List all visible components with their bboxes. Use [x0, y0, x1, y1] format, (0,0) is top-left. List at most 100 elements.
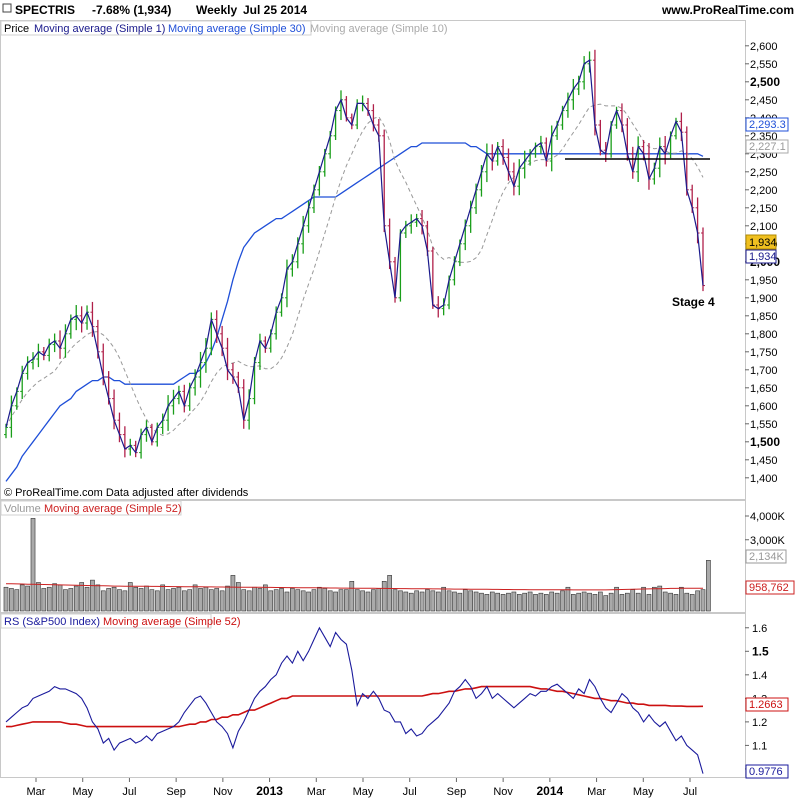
volume-bar: [533, 594, 538, 612]
x-tick-label: Jul: [403, 786, 417, 798]
volume-bar: [160, 584, 166, 612]
volume-bar: [181, 590, 187, 612]
volume-bar: [268, 590, 274, 612]
x-tick-label: Mar: [587, 786, 606, 798]
volume-bar: [489, 591, 495, 612]
volume-bar: [73, 585, 79, 612]
badge-ma30: 2,293.3: [749, 119, 786, 131]
x-tick-label: Sep: [447, 786, 467, 798]
legend-volume-ma: Moving average (Simple 52): [44, 503, 182, 515]
volume-bar: [689, 594, 695, 612]
legend-price: Price: [4, 23, 29, 35]
volume-bar: [25, 585, 30, 612]
volume-bar: [484, 594, 490, 612]
volume-bar: [457, 592, 463, 612]
volume-bar: [165, 589, 171, 612]
volume-bar: [360, 590, 365, 612]
price-tick-label: 1,800: [750, 329, 778, 341]
volume-bar: [657, 585, 663, 612]
volume-bar: [3, 586, 9, 612]
volume-bar: [554, 592, 560, 612]
volume-bar: [538, 592, 544, 612]
x-tick-label: May: [353, 786, 374, 798]
volume-bar: [495, 592, 501, 612]
badge-ma10: 2,227.1: [749, 141, 786, 153]
volume-bar: [549, 591, 555, 612]
x-tick-label: May: [72, 786, 93, 798]
volume-tick-label: 3,000K: [750, 535, 786, 547]
volume-bar: [506, 592, 511, 612]
legend-rs-ma: Moving average (Simple 52): [103, 616, 241, 628]
volume-bar: [171, 588, 176, 612]
price-tick-label: 2,250: [750, 167, 778, 179]
volume-bar: [381, 581, 387, 612]
rs-path: [5, 626, 704, 774]
price-panel: Price Moving average (Simple 1) Moving a…: [0, 20, 789, 499]
volume-bar: [46, 586, 52, 612]
price-tick-label: 1,650: [750, 383, 778, 395]
price-badges: 2,293.3 2,227.1 1,934 1,934: [745, 117, 789, 264]
volume-bar: [392, 589, 398, 612]
volume-bar: [522, 592, 528, 612]
volume-bar: [625, 592, 630, 612]
volume-bar: [252, 586, 257, 612]
ma1-path: [5, 59, 704, 454]
price-tick-label: 2,200: [750, 185, 778, 197]
volume-bar: [641, 586, 646, 612]
site-label: www.ProRealTime.com: [661, 3, 794, 17]
volume-bar: [154, 590, 160, 612]
volume-bar: [587, 592, 592, 612]
volume-bar: [662, 591, 668, 612]
volume-bar: [646, 594, 652, 612]
volume-bar: [570, 594, 576, 612]
x-tick-label: 2014: [537, 784, 564, 798]
volume-bar: [652, 586, 657, 612]
volume-bar: [700, 589, 706, 612]
volume-bar: [30, 518, 36, 612]
volume-bar: [9, 588, 14, 612]
volume-bar: [500, 594, 506, 612]
x-tick-label: Sep: [166, 786, 186, 798]
volume-bar: [117, 589, 122, 612]
badge-last: 1,934: [749, 237, 777, 249]
legend-ma10: Moving average (Simple 10): [310, 23, 448, 35]
volume-bar: [263, 584, 268, 612]
volume-bar: [133, 586, 139, 612]
price-legend: Price Moving average (Simple 1) Moving a…: [0, 20, 448, 36]
volume-bar: [273, 589, 279, 612]
badge-volume-last: 2,134K: [749, 551, 785, 563]
volume-bar: [414, 590, 419, 612]
volume-bar: [84, 586, 90, 612]
volume-bar: [208, 589, 214, 612]
price-tick-label: 2,600: [750, 41, 778, 53]
rs-tick-label: 1.4: [752, 670, 767, 682]
rs-line: [5, 626, 704, 774]
volume-bar: [19, 584, 25, 612]
price-tick-label: 1,750: [750, 347, 778, 359]
volume-bar: [679, 586, 684, 612]
volume-bar: [635, 592, 641, 612]
volume-bars: [3, 518, 711, 612]
volume-bar: [327, 590, 333, 612]
volume-bar: [122, 590, 128, 612]
rs-tick-label: 1.2: [752, 717, 767, 729]
volume-bar: [203, 586, 209, 612]
volume-bar: [673, 594, 679, 612]
price-tick-label: 1,400: [750, 473, 778, 485]
volume-bar: [333, 591, 338, 612]
volume-bar: [695, 590, 700, 612]
volume-bar: [452, 591, 457, 612]
volume-bar: [322, 588, 328, 612]
volume-bar: [619, 594, 625, 612]
badge-rs-ma: 1.2663: [749, 699, 783, 711]
header-bar: [0, 0, 800, 20]
volume-bar: [349, 581, 355, 612]
ma10-path: [5, 103, 704, 436]
volume-bar: [187, 589, 193, 612]
volume-bar: [511, 591, 517, 612]
rs-tick-label: 1.5: [752, 644, 769, 658]
watermark: © ProRealTime.com Data adjusted after di…: [4, 487, 249, 499]
volume-bar: [462, 589, 468, 612]
volume-bar: [365, 591, 371, 612]
legend-rs: RS (S&P500 Index): [4, 616, 100, 628]
